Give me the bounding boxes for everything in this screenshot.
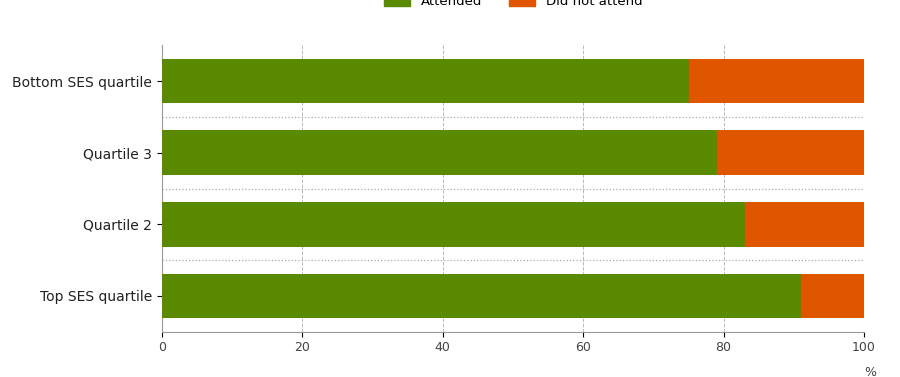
- Bar: [162, 202, 744, 247]
- Bar: [801, 274, 864, 318]
- Bar: [162, 274, 801, 318]
- Legend: Attended, Did not attend: Attended, Did not attend: [379, 0, 647, 13]
- Bar: [688, 59, 864, 103]
- Bar: [744, 202, 864, 247]
- Bar: [162, 59, 688, 103]
- Text: %: %: [864, 366, 876, 377]
- Bar: [716, 130, 864, 175]
- Bar: [162, 130, 716, 175]
